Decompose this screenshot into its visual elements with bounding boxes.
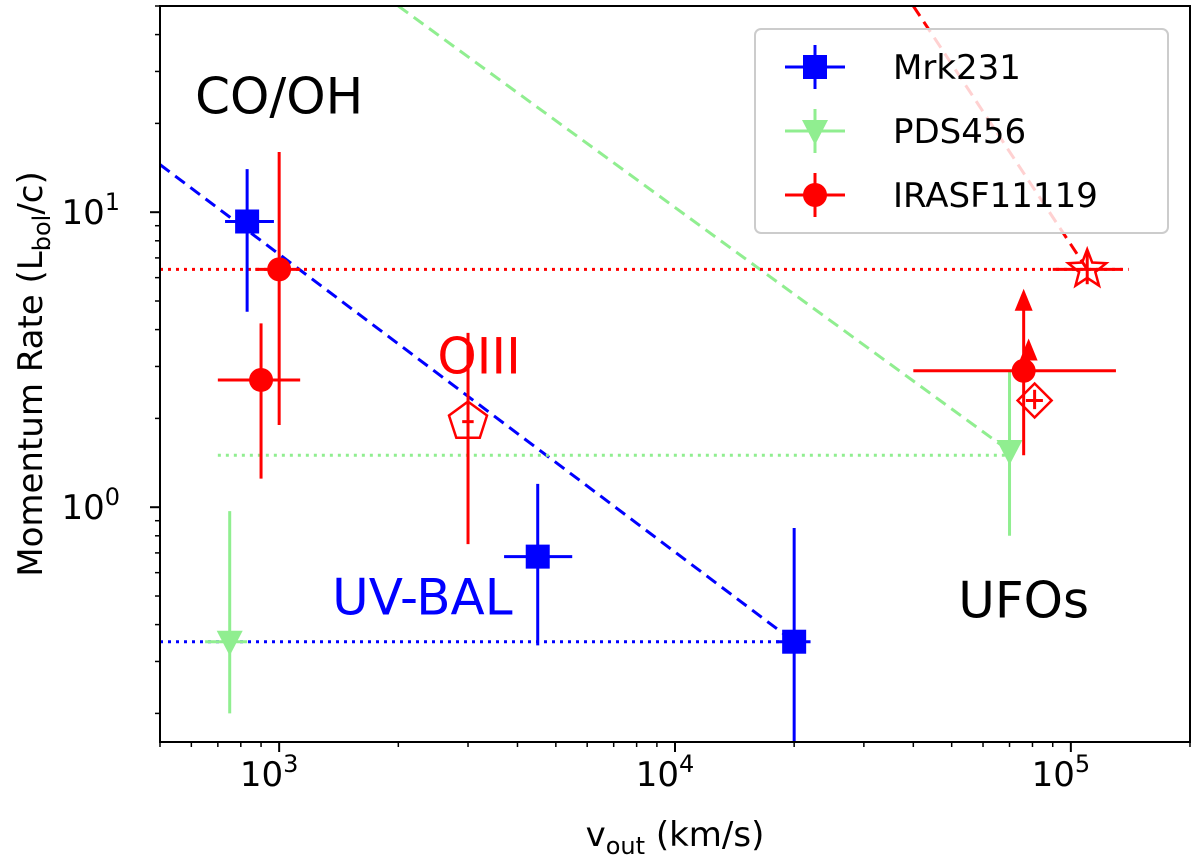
data-point <box>996 370 1023 536</box>
annotation-uv-bal: UV-BAL <box>332 569 513 627</box>
marker-triangle-down <box>216 630 243 656</box>
marker-diamond <box>1015 381 1054 420</box>
reference-line-dashed-1 <box>397 6 1011 453</box>
data-point <box>1052 245 1123 289</box>
marker-square <box>782 629 807 654</box>
x-axis-label: vout (km/s) <box>586 815 765 857</box>
legend-label: Mrk231 <box>893 48 1021 88</box>
data-point <box>205 511 248 714</box>
legend-item-pds456: PDS456 <box>785 109 1026 153</box>
data-point <box>1015 338 1054 420</box>
legend-marker-circle <box>803 183 827 207</box>
y-axis-label: Momentum Rate (Lbol/c) <box>11 171 56 577</box>
legend-label: IRASF11119 <box>893 176 1098 216</box>
y-tick-label: 100 <box>61 483 120 528</box>
x-tick-label: 103 <box>240 750 299 795</box>
legend-box <box>754 28 1169 234</box>
y-tick-label: 101 <box>61 188 120 233</box>
annotation-co-oh: CO/OH <box>195 68 363 126</box>
series-pds456 <box>205 370 1023 714</box>
marker-square <box>235 209 260 234</box>
legend-item-irasf11119: IRASF11119 <box>785 173 1098 217</box>
data-point <box>776 528 811 742</box>
lower-limit-arrowhead <box>1014 288 1033 311</box>
series-star-5 <box>1052 245 1123 289</box>
x-tick-label: 104 <box>636 750 695 795</box>
data-point <box>217 323 301 479</box>
data-point <box>447 332 489 545</box>
lower-limit-arrowhead <box>1019 338 1038 361</box>
marker-circle <box>267 257 292 282</box>
series-mrk231 <box>225 169 811 742</box>
marker-circle <box>249 367 274 392</box>
legend-marker-square <box>803 55 827 79</box>
series-diamond-4 <box>1015 338 1054 420</box>
annotation-oiii: OIII <box>437 328 521 386</box>
marker-star <box>1064 245 1110 289</box>
legend-label: PDS456 <box>893 112 1026 152</box>
legend-item-mrk231: Mrk231 <box>785 45 1021 89</box>
data-point <box>225 169 274 312</box>
annotation-ufos: UFOs <box>958 571 1089 629</box>
marker-triangle-down <box>996 440 1023 466</box>
series-irasf11119 <box>217 151 1116 479</box>
data-point <box>504 483 573 646</box>
marker-pentagon <box>447 400 489 440</box>
legend-marker-triangle-down <box>802 120 828 145</box>
marker-square <box>525 544 550 569</box>
x-tick-label: 105 <box>1032 750 1091 795</box>
series-pentagon-3 <box>447 332 489 545</box>
marker-circle <box>1011 358 1036 383</box>
